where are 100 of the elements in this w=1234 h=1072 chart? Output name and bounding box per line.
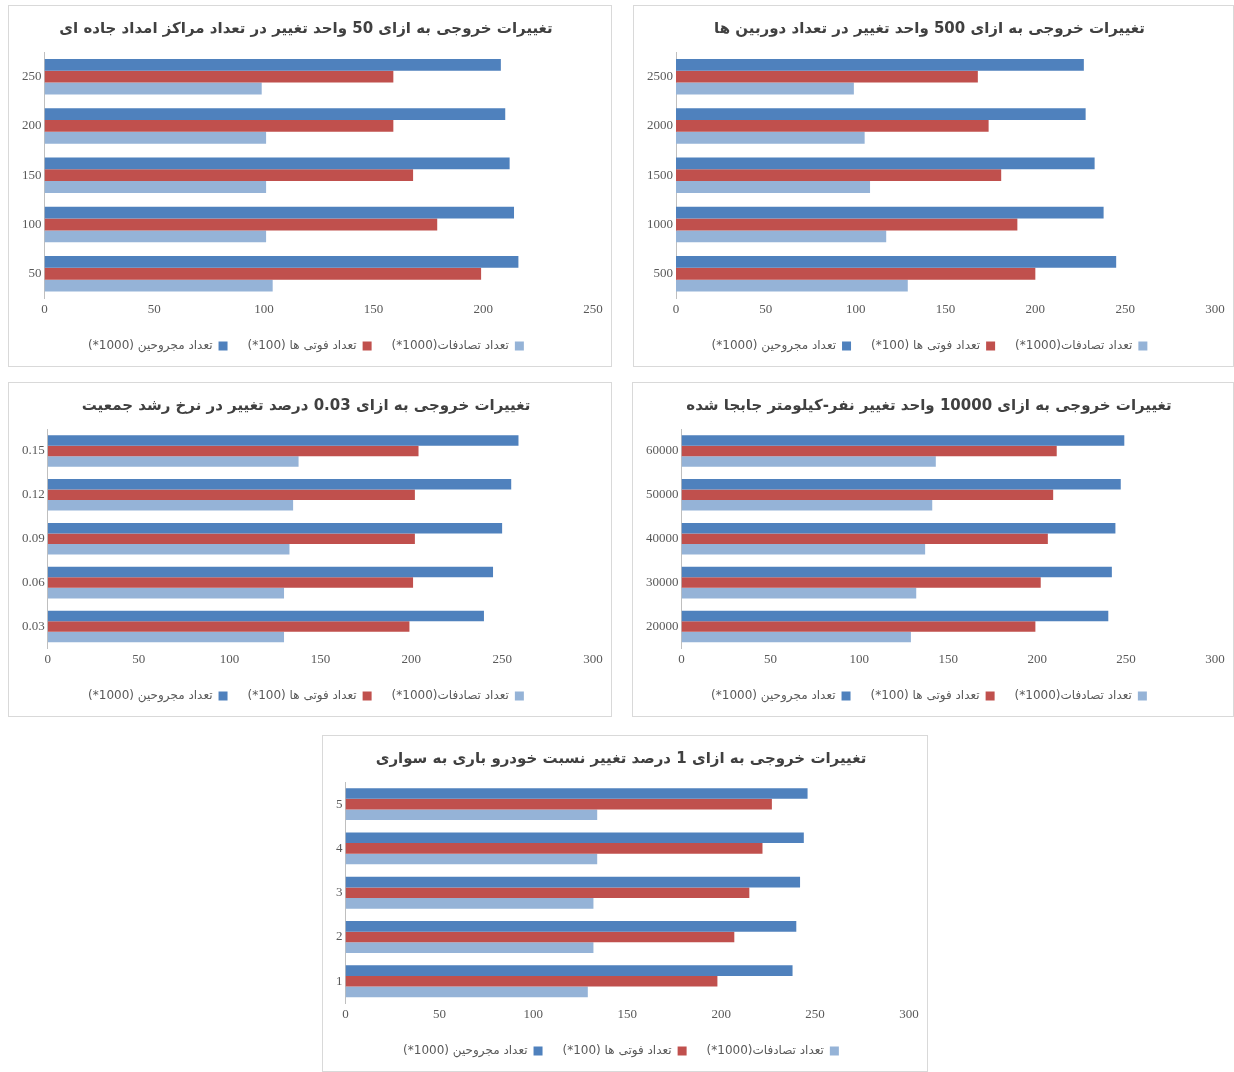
- y-tick-label: 2500: [647, 68, 673, 84]
- bar: [345, 876, 801, 888]
- bar: [44, 108, 506, 121]
- chart-title: تغییرات خروجی به ازای 10000 واحد تغییر نفر-کیلومتر جابجا شده: [686, 395, 1172, 414]
- bar: [681, 566, 1112, 578]
- bar: [44, 218, 438, 231]
- bar: [47, 631, 285, 643]
- chart-title: تغییرات خروجی به ازای 1 درصد تغییر نسبت خودرو باری به سواری: [375, 748, 867, 767]
- bar: [676, 206, 1104, 219]
- bar: [345, 809, 598, 821]
- bar: [676, 267, 1036, 280]
- legend-label: تعداد فوتی ها (100*): [870, 688, 980, 704]
- y-tick-label: 50000: [646, 486, 679, 502]
- bar: [681, 533, 1048, 544]
- legend-label: تعداد تصادفات(1000*): [706, 1043, 824, 1058]
- legend-label: تعداد مجروحین (1000*): [88, 338, 213, 354]
- y-tick-label: 3: [336, 884, 343, 900]
- x-tick-label: 150: [938, 650, 958, 666]
- legend-label: تعداد تصادفات(1000*): [1015, 338, 1133, 353]
- x-tick-label: 250: [805, 1005, 825, 1021]
- x-tick-label: 250: [492, 650, 512, 666]
- chart-title: تغییرات خروجی به ازای 500 واحد تغییر در تعداد دوربین ها: [714, 18, 1145, 37]
- legend-label: تعداد مجروحین (1000*): [711, 688, 836, 704]
- bar: [47, 533, 415, 544]
- legend-label: تعداد مجروحین (1000*): [403, 1043, 528, 1059]
- x-tick-label: 100: [849, 650, 870, 666]
- x-tick-label: 300: [1205, 300, 1225, 316]
- x-tick-label: 200: [1027, 650, 1047, 666]
- legend-label: تعداد فوتی ها (100*): [247, 688, 357, 704]
- bar: [44, 267, 482, 280]
- y-tick-label: 50: [28, 265, 42, 281]
- x-tick-label: 300: [583, 650, 603, 666]
- bar: [676, 70, 978, 83]
- bar: [44, 279, 273, 292]
- legend-label: تعداد فوتی ها (100*): [562, 1043, 672, 1059]
- bar: [47, 522, 503, 534]
- y-tick-label: 30000: [646, 574, 679, 589]
- y-tick-label: 40000: [646, 530, 679, 546]
- x-tick-label: 200: [1025, 300, 1046, 316]
- bar: [47, 435, 519, 446]
- bar: [676, 256, 1117, 268]
- chart-title: تغییرات خروجی به ازای 50 واحد تغییر در تعداد مراکز امداد جاده ای: [59, 18, 553, 37]
- x-tick-label: 0: [342, 1005, 349, 1021]
- y-tick-label: 100: [22, 215, 42, 231]
- bar: [681, 445, 1057, 457]
- bar: [345, 788, 808, 799]
- y-tick-label: 4: [336, 839, 343, 855]
- bar: [44, 230, 267, 243]
- bar: [676, 169, 1002, 182]
- bar: [44, 206, 515, 219]
- x-tick-label: 100: [845, 300, 866, 316]
- y-tick-label: 0.06: [22, 574, 46, 589]
- bar: [47, 543, 290, 555]
- legend-label: تعداد تصادفات(1000*): [391, 338, 509, 353]
- bar: [44, 120, 394, 132]
- bar: [681, 489, 1054, 501]
- legend-label: تعداد مجروحین (1000*): [88, 688, 213, 704]
- y-tick-label: 2000: [647, 117, 673, 133]
- y-tick-label: 1500: [647, 166, 673, 182]
- x-tick-label: 100: [523, 1005, 544, 1021]
- y-tick-label: 20000: [646, 617, 679, 633]
- bar: [676, 157, 1095, 170]
- x-tick-label: 0: [672, 300, 680, 316]
- y-tick-label: 1000: [647, 215, 673, 231]
- x-tick-label: 100: [254, 300, 274, 316]
- bar: [681, 456, 936, 467]
- x-tick-label: 150: [363, 300, 384, 316]
- y-tick-label: 2: [336, 928, 343, 944]
- bar: [47, 479, 512, 490]
- bar: [681, 577, 1041, 588]
- y-tick-label: 0.03: [22, 617, 45, 633]
- bar: [345, 798, 772, 810]
- bar: [676, 279, 908, 292]
- legend-label: تعداد مجروحین (1000*): [711, 338, 837, 354]
- bar: [47, 456, 299, 467]
- bar: [47, 566, 494, 578]
- bar: [47, 489, 415, 501]
- bar: [681, 435, 1125, 446]
- bar: [345, 986, 588, 998]
- bar: [345, 942, 594, 953]
- bar: [44, 157, 510, 170]
- y-tick-label: 5: [336, 795, 343, 811]
- chart-title: تغییرات خروجی به ازای 0.03 درصد تغییر در نرخ رشد جمعیت: [81, 395, 531, 414]
- bar: [676, 108, 1086, 121]
- bar: [44, 58, 501, 71]
- bar: [47, 621, 410, 632]
- bar: [44, 131, 267, 144]
- bar: [47, 610, 484, 622]
- x-tick-label: 0: [678, 650, 685, 666]
- bar: [681, 587, 917, 599]
- bar: [676, 58, 1084, 71]
- x-tick-label: 100: [219, 650, 240, 666]
- bar: [345, 832, 804, 844]
- y-tick-label: 200: [22, 117, 42, 133]
- x-tick-label: 200: [473, 300, 494, 316]
- bar: [681, 610, 1109, 622]
- bar: [681, 631, 911, 643]
- bar: [681, 479, 1121, 490]
- bar: [345, 898, 594, 909]
- bar: [345, 931, 735, 943]
